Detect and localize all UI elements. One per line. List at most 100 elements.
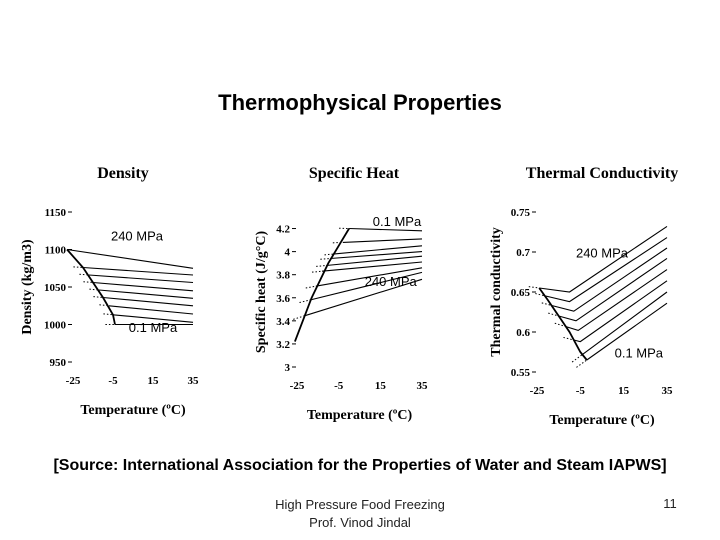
thermal-conductivity-xtick: 35 xyxy=(662,385,674,397)
density-series-line xyxy=(112,314,194,323)
slide-title: Thermophysical Properties xyxy=(218,90,502,115)
thermal-conductivity-annotation: 240 MPa xyxy=(576,246,629,261)
density-ytick: 950 xyxy=(50,357,67,369)
density-annotation: 240 MPa xyxy=(111,229,164,244)
density-chart: Density Density (kg/m3) Temperature (ºC) 11… xyxy=(18,155,208,435)
density-series-extension xyxy=(103,313,114,316)
specific-heat-ytick: 3 xyxy=(285,362,291,374)
density-series-line xyxy=(88,274,194,284)
thermal-conductivity-series-line xyxy=(539,225,668,293)
page-number: 11 xyxy=(663,496,677,511)
thermal-conductivity-series-extension xyxy=(528,286,540,289)
specific-heat-chart-svg: Specific Heat Specific heat (J/g°C) Temper… xyxy=(254,165,429,423)
density-series-line xyxy=(92,281,194,292)
specific-heat-series-line xyxy=(330,251,423,260)
thermal-conductivity-series-line xyxy=(552,247,668,312)
density-series-extension xyxy=(89,288,100,291)
thermal-conductivity-series-line xyxy=(586,302,668,361)
density-ytick: 1000 xyxy=(44,320,67,332)
density-series-extension xyxy=(73,266,84,268)
footer: High Pressure Food Freezing Prof. Vinod … xyxy=(220,496,500,532)
density-series-line xyxy=(98,289,194,299)
density-xtick: 35 xyxy=(188,375,200,387)
density-ytick: 1050 xyxy=(44,282,67,294)
specific-heat-ylabel: Specific heat (J/g°C) xyxy=(254,231,269,354)
specific-heat-annotation: 0.1 MPa xyxy=(373,214,422,229)
thermal-conductivity-ylabel: Thermal conductivity xyxy=(489,227,504,357)
specific-heat-series-line xyxy=(342,238,423,243)
specific-heat-ytick: 3.2 xyxy=(276,339,290,351)
specific-heat-series-line xyxy=(303,278,423,317)
specific-heat-ytick: 4 xyxy=(285,247,291,259)
footer-course: High Pressure Food Freezing xyxy=(275,497,445,512)
thermal-conductivity-ytick: 0.55 xyxy=(511,367,531,379)
specific-heat-series-extension xyxy=(320,258,331,260)
specific-heat-series-extension xyxy=(293,315,304,320)
specific-heat-freezing-line xyxy=(294,228,350,342)
thermal-conductivity-series-line xyxy=(582,291,668,355)
thermal-conductivity-series-extension xyxy=(576,359,588,368)
density-xlabel: Temperature (ºC) xyxy=(80,403,186,418)
thermal-conductivity-xtick: 15 xyxy=(618,385,630,397)
specific-heat-series-line xyxy=(349,227,423,232)
density-xtick: -5 xyxy=(108,375,118,387)
specific-heat-series-extension xyxy=(299,299,310,304)
source-citation: [Source: International Association for t… xyxy=(53,457,667,474)
density-title: Density xyxy=(97,165,149,182)
density-series-extension xyxy=(79,273,90,276)
thermal-conductivity-annotation: 0.1 MPa xyxy=(615,346,664,361)
thermal-conductivity-ytick: 0.6 xyxy=(516,327,530,339)
thermal-conductivity-chart-svg: Thermal Conductivity Thermal conductivity… xyxy=(489,165,678,428)
specific-heat-xtick: -25 xyxy=(290,380,305,392)
density-series-extension xyxy=(93,296,104,298)
thermal-conductivity-series-line xyxy=(545,237,668,303)
specific-heat-ytick: 3.6 xyxy=(276,293,290,305)
specific-heat-series-extension xyxy=(305,285,316,289)
thermal-conductivity-series-line xyxy=(558,257,668,322)
density-ylabel: Density (kg/m3) xyxy=(20,239,35,335)
specific-heat-series-line xyxy=(326,255,423,267)
specific-heat-title: Specific Heat xyxy=(309,165,400,182)
thermal-conductivity-ytick: 0.65 xyxy=(511,287,531,299)
thermal-conductivity-ytick: 0.75 xyxy=(511,207,531,219)
density-xtick: -25 xyxy=(66,375,81,387)
thermal-conductivity-title: Thermal Conductivity xyxy=(526,165,678,182)
thermal-conductivity-series-line xyxy=(573,280,668,343)
specific-heat-series-line xyxy=(315,267,423,287)
specific-heat-series-extension xyxy=(324,253,335,256)
specific-heat-ytick: 3.8 xyxy=(276,270,290,282)
thermal-conductivity-ytick: 0.7 xyxy=(516,247,530,259)
specific-heat-xlabel: Temperature (ºC) xyxy=(307,408,413,423)
specific-heat-ytick: 4.2 xyxy=(276,224,290,236)
density-series-extension xyxy=(99,304,110,307)
specific-heat-xtick: 15 xyxy=(375,380,387,392)
thermal-conductivity-chart: Thermal Conductivity Thermal conductivity… xyxy=(487,155,687,435)
footer-author: Prof. Vinod Jindal xyxy=(309,515,411,530)
specific-heat-chart: Specific Heat Specific heat (J/g°C) Temper… xyxy=(252,155,442,435)
specific-heat-xtick: -5 xyxy=(334,380,344,392)
density-ytick: 1100 xyxy=(45,245,67,257)
specific-heat-annotation: 240 MPa xyxy=(365,274,418,289)
thermal-conductivity-freezing-line xyxy=(538,287,588,361)
density-series-line xyxy=(66,248,194,269)
specific-heat-series-extension xyxy=(316,264,327,267)
thermal-conductivity-xtick: -25 xyxy=(530,385,545,397)
density-xtick: 15 xyxy=(148,375,160,387)
specific-heat-ytick: 3.4 xyxy=(276,316,290,328)
density-series-line xyxy=(102,296,194,307)
density-freezing-line xyxy=(66,248,116,325)
density-series-extension xyxy=(83,281,94,283)
density-series-line xyxy=(82,266,194,276)
specific-heat-xtick: 35 xyxy=(417,380,429,392)
density-ytick: 1150 xyxy=(45,207,67,219)
specific-heat-series-line xyxy=(309,271,423,301)
specific-heat-series-line xyxy=(321,261,423,272)
thermal-conductivity-series-line xyxy=(565,269,668,332)
density-annotation: 0.1 MPa xyxy=(129,320,178,335)
thermal-conductivity-xtick: -5 xyxy=(576,385,586,397)
density-series-line xyxy=(108,305,194,315)
thermal-conductivity-xlabel: Temperature (ºC) xyxy=(549,413,655,428)
density-chart-svg: Density Density (kg/m3) Temperature (ºC) 11… xyxy=(20,165,200,418)
thermal-conductivity-series-extension xyxy=(571,353,583,363)
specific-heat-series-line xyxy=(334,245,423,255)
